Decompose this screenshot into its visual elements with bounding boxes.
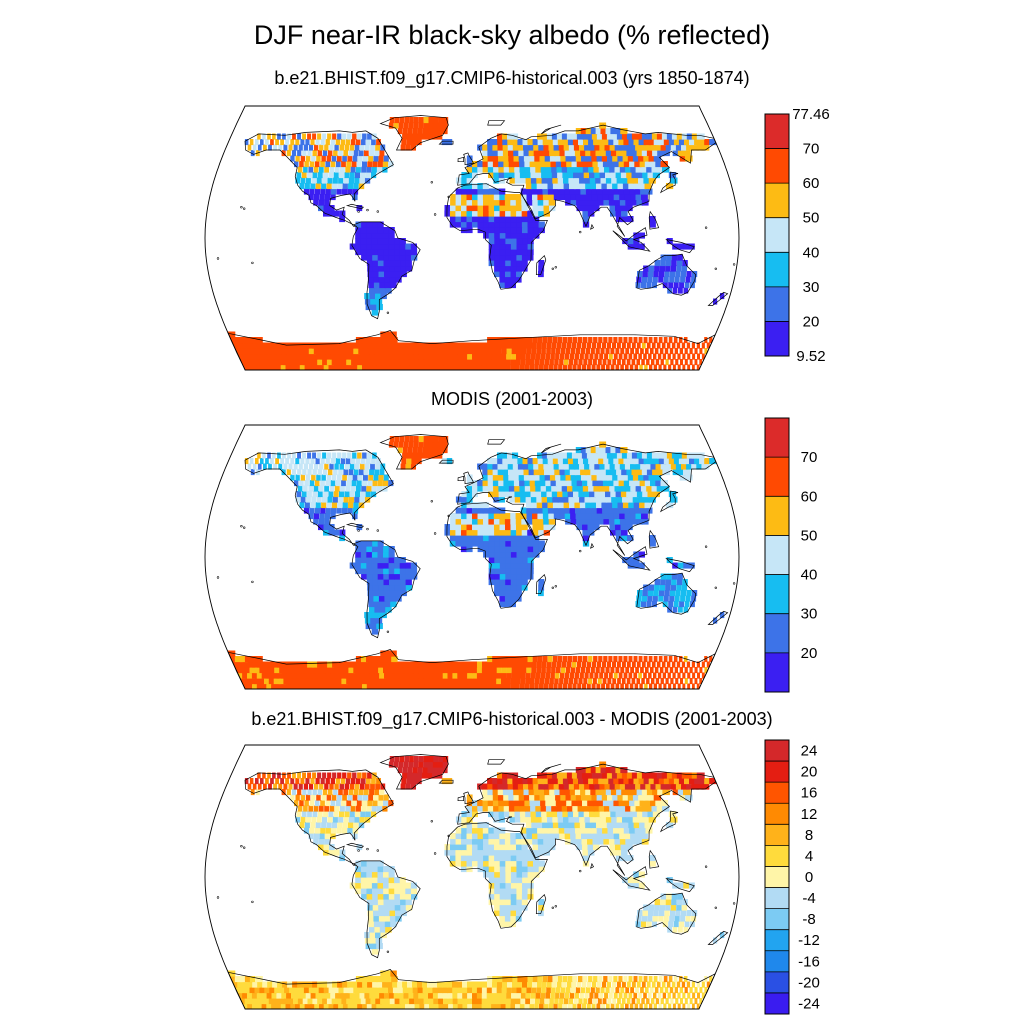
colorbar-tick-label: -20 (798, 974, 820, 991)
colorbar-tick-label: 40 (801, 567, 818, 584)
figure-title: DJF near-IR black-sky albedo (% reflecte… (253, 20, 771, 50)
colorbar-tick-label: 30 (801, 606, 818, 623)
colorbar-tick-label: -8 (802, 911, 815, 928)
colorbar-swatch (765, 929, 789, 951)
colorbar-swatch (765, 613, 789, 653)
colorbar-swatch (765, 824, 789, 846)
colorbar-swatch (765, 496, 789, 536)
map-panel-2 (204, 424, 740, 690)
colorbar-tick-label: 20 (801, 645, 818, 662)
map-grid-cells (227, 117, 725, 370)
colorbar-tick-label: -12 (798, 932, 820, 949)
colorbar-swatch (765, 908, 789, 930)
map-grid-cells (227, 756, 725, 1009)
colorbar-swatch (765, 418, 789, 458)
colorbar-swatch (765, 535, 789, 575)
colorbar-tick-label: 24 (801, 743, 818, 760)
colorbar-swatch (765, 183, 789, 218)
colorbar-swatch (765, 971, 789, 993)
colorbar-swatch (765, 761, 789, 783)
panel-3-title: b.e21.BHIST.f09_g17.CMIP6-historical.003… (251, 709, 773, 729)
colorbar-swatch (765, 457, 789, 497)
colorbar-1: 9.52 20 30 40 50 60 70 77.46 (764, 106, 830, 365)
colorbar-tick-label: 60 (803, 175, 820, 192)
colorbar-tick-label: 40 (803, 244, 820, 261)
colorbar-tick-label: 50 (801, 527, 818, 544)
map-panel-1 (204, 105, 740, 371)
colorbar-swatch (765, 652, 789, 692)
colorbar-tick-label: 60 (801, 488, 818, 505)
colorbar-tick-label: -16 (798, 953, 820, 970)
colorbar-tick-label: -24 (798, 996, 820, 1013)
colorbar-swatch (765, 148, 789, 184)
colorbar-tick-label: 30 (803, 279, 820, 296)
colorbar-swatch (765, 992, 789, 1014)
colorbar-tick-label: 4 (805, 848, 813, 865)
colorbar-swatch (765, 286, 789, 322)
colorbar-swatch (765, 574, 789, 614)
colorbar-swatch (765, 803, 789, 825)
colorbar-swatch (765, 866, 789, 888)
colorbar-tick-label: 0 (805, 869, 813, 886)
map-grid-cells (227, 436, 725, 689)
colorbar-tick-label: 77.46 (792, 106, 830, 123)
colorbar-tick-label: 16 (801, 785, 818, 802)
coastlines (216, 434, 736, 689)
colorbar-tick-label: 9.52 (796, 348, 825, 365)
colorbar-swatch (765, 217, 789, 253)
colorbar-3: -24 -20 -16 -12 -8 -4 0 4 8 12 16 20 24 (764, 739, 820, 1015)
colorbar-tick-label: 20 (803, 313, 820, 330)
colorbar-tick-label: 12 (801, 806, 818, 823)
colorbar-swatch (765, 114, 789, 149)
colorbar-tick-label: -4 (802, 890, 815, 907)
colorbar-tick-label: 20 (801, 764, 818, 781)
colorbar-tick-label: 8 (805, 827, 813, 844)
colorbar-swatch (765, 887, 789, 909)
map-panel-3 (204, 744, 740, 1010)
colorbar-swatch (765, 252, 789, 287)
colorbar-swatch (765, 782, 789, 804)
colorbar-swatch (765, 845, 789, 867)
colorbar-swatch (765, 950, 789, 972)
colorbar-swatch (765, 740, 789, 762)
panel-2-title: MODIS (2001-2003) (430, 389, 594, 409)
panel-1-title: b.e21.BHIST.f09_g17.CMIP6-historical.003… (274, 68, 750, 88)
colorbar-swatch (765, 321, 789, 356)
colorbar-tick-label: 70 (801, 449, 818, 466)
colorbar-2: 20 30 40 50 60 70 (764, 417, 818, 693)
colorbar-tick-label: 50 (803, 210, 820, 227)
colorbar-tick-label: 70 (803, 141, 820, 158)
